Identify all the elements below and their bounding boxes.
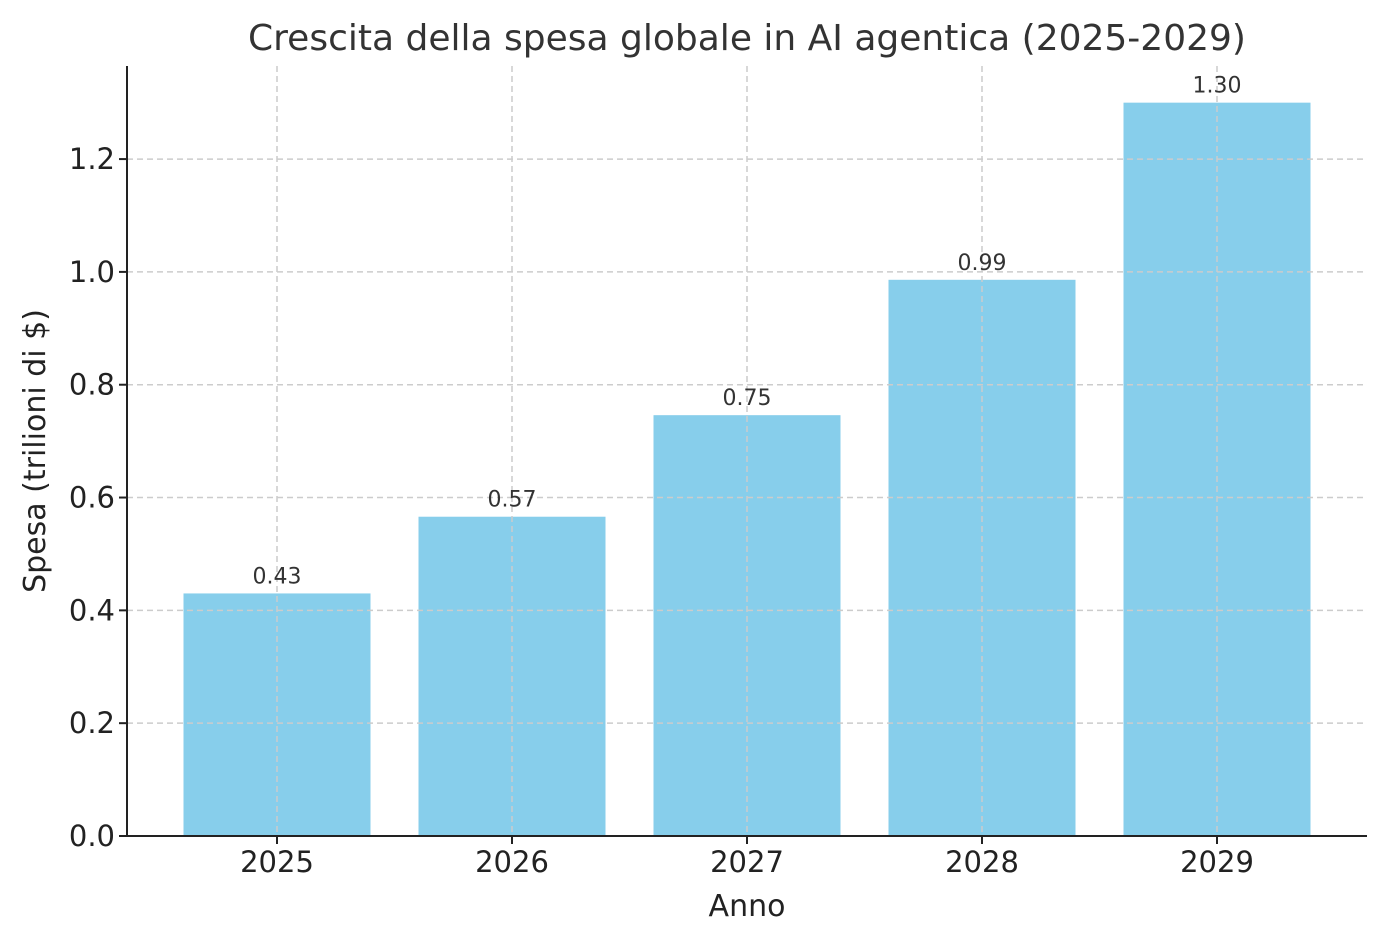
ticks: 0.0 0.2 0.4 0.6 0.8 1.0 1.2 2025 2026 2027 2028 202…: [69, 142, 1254, 879]
data-label-2026: 0.57: [488, 488, 537, 513]
x-tick-label: 2027: [710, 845, 784, 879]
data-label-2029: 1.30: [1193, 74, 1242, 99]
x-tick-label: 2026: [475, 845, 549, 879]
y-tick-label: 0.8: [69, 368, 115, 402]
y-tick-label: 0.4: [69, 593, 115, 627]
y-tick-label: 0.2: [69, 706, 115, 740]
data-label-2025: 0.43: [253, 564, 302, 589]
data-label-2028: 0.99: [958, 251, 1007, 276]
data-label-2027: 0.75: [723, 386, 772, 411]
y-tick-label: 1.2: [69, 142, 115, 176]
bar-2025: [183, 593, 371, 836]
data-labels: 0.43 0.57 0.75 0.99 1.30: [253, 74, 1242, 590]
y-axis-label: Spesa (trilioni di $): [18, 309, 53, 593]
x-tick-label: 2028: [945, 845, 1019, 879]
x-tick-label: 2029: [1180, 845, 1254, 879]
y-tick-label: 1.0: [69, 255, 115, 289]
grid: [127, 66, 1367, 836]
y-tick-label: 0.6: [69, 481, 115, 515]
x-tick-label: 2025: [240, 845, 314, 879]
y-tick-label: 0.0: [69, 819, 115, 853]
x-axis-label: Anno: [709, 889, 786, 924]
chart-title: Crescita della spesa globale in AI agent…: [248, 18, 1246, 59]
bar-2027: [653, 415, 841, 836]
